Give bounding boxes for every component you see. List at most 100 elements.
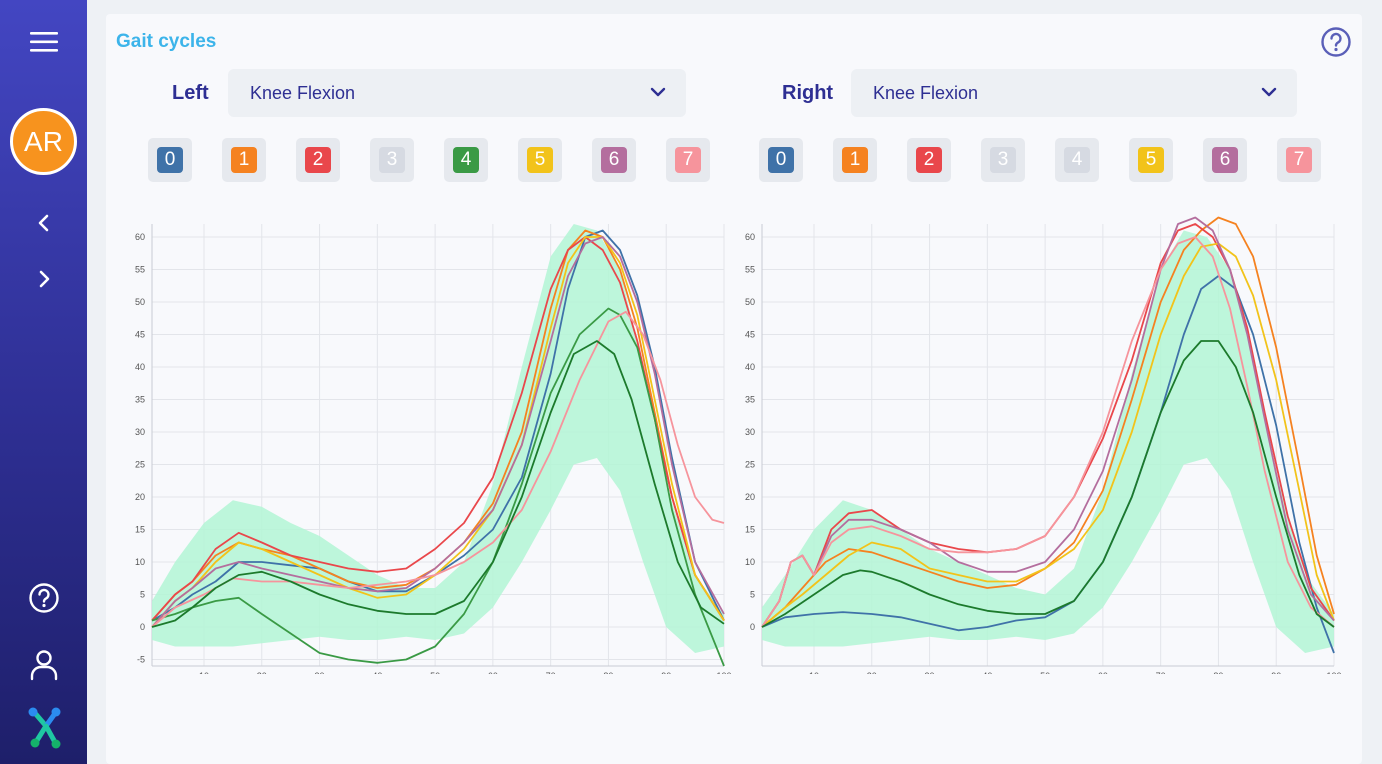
right-knee-flexion-chart: 10 20 30 40 50 60 70 80 90 100 0 5 10 15 20 25 30 35 40 45 5… bbox=[745, 216, 1342, 674]
y-tick-label: 20 bbox=[135, 492, 145, 502]
help-circle-icon[interactable] bbox=[0, 581, 87, 615]
left-cycle-button-5[interactable]: 5 bbox=[518, 138, 562, 182]
y-tick-label: 50 bbox=[745, 297, 755, 307]
cycle-label: 5 bbox=[527, 147, 553, 173]
cycle-label: 2 bbox=[305, 147, 331, 173]
y-tick-label: 40 bbox=[135, 362, 145, 372]
left-metric-value: Knee Flexion bbox=[250, 82, 356, 103]
right-side-label: Right bbox=[782, 82, 834, 104]
x-tick-label: 10 bbox=[809, 671, 819, 674]
right-cycle-button-3[interactable]: 3 bbox=[981, 138, 1025, 182]
x-tick-label: 40 bbox=[372, 671, 382, 674]
cycle-label: 4 bbox=[1064, 147, 1090, 173]
right-cycle-button-7[interactable]: 7 bbox=[1277, 138, 1321, 182]
y-tick-label: 25 bbox=[135, 460, 145, 470]
left-cycle-button-0[interactable]: 0 bbox=[148, 138, 192, 182]
left-cycle-button-7[interactable]: 7 bbox=[666, 138, 710, 182]
gait-cycles-panel: Gait cycles Left Knee Flexion Right Knee… bbox=[106, 14, 1362, 764]
right-cycle-button-2[interactable]: 2 bbox=[907, 138, 951, 182]
right-cycle-button-1[interactable]: 1 bbox=[833, 138, 877, 182]
y-tick-label: 45 bbox=[135, 330, 145, 340]
y-tick-label: 5 bbox=[750, 590, 755, 600]
y-tick-label: 55 bbox=[745, 265, 755, 275]
x-tick-label: 50 bbox=[430, 671, 440, 674]
x-tick-label: 40 bbox=[982, 671, 992, 674]
cycle-label: 1 bbox=[231, 147, 257, 173]
hamburger-menu-icon[interactable] bbox=[0, 26, 87, 58]
x-tick-label: 20 bbox=[867, 671, 877, 674]
series-line-1 bbox=[761, 216, 1335, 628]
series-line-4 bbox=[761, 216, 1335, 628]
cycle-label: 1 bbox=[842, 147, 868, 173]
y-tick-label: -5 bbox=[137, 655, 145, 665]
y-tick-label: 5 bbox=[140, 590, 145, 600]
left-knee-flexion-chart: 10 20 30 40 50 60 70 80 90 100 -5 0 5 10 15 20 25 30 35 40 4… bbox=[135, 224, 732, 674]
cycle-label: 7 bbox=[675, 147, 701, 173]
user-avatar[interactable]: AR bbox=[10, 108, 77, 175]
y-tick-label: 55 bbox=[135, 265, 145, 275]
x-tick-label: 30 bbox=[925, 671, 935, 674]
cycle-label: 6 bbox=[601, 147, 627, 173]
y-tick-label: 50 bbox=[135, 297, 145, 307]
y-tick-label: 10 bbox=[745, 557, 755, 567]
left-side-label: Left bbox=[172, 82, 209, 104]
right-cycle-button-6[interactable]: 6 bbox=[1203, 138, 1247, 182]
y-tick-label: 15 bbox=[135, 525, 145, 535]
x-tick-label: 100 bbox=[716, 671, 731, 674]
cycle-label: 4 bbox=[453, 147, 479, 173]
cycle-label: 0 bbox=[157, 147, 183, 173]
series-line-4 bbox=[151, 236, 725, 628]
y-tick-label: 60 bbox=[745, 232, 755, 242]
sidebar: AR bbox=[0, 0, 87, 764]
cycle-label: 7 bbox=[1286, 147, 1312, 173]
y-tick-label: 45 bbox=[745, 330, 755, 340]
left-cycle-button-4[interactable]: 4 bbox=[444, 138, 488, 182]
x-tick-label: 50 bbox=[1040, 671, 1050, 674]
user-icon[interactable] bbox=[0, 648, 87, 682]
x-tick-label: 100 bbox=[1326, 671, 1341, 674]
right-metric-select[interactable]: Knee Flexion bbox=[851, 69, 1297, 117]
x-tick-label: 70 bbox=[546, 671, 556, 674]
right-cycle-button-0[interactable]: 0 bbox=[759, 138, 803, 182]
avatar-initials: AR bbox=[24, 125, 63, 157]
x-tick-label: 80 bbox=[603, 671, 613, 674]
right-metric-value: Knee Flexion bbox=[873, 82, 979, 103]
cycle-label: 6 bbox=[1212, 147, 1238, 173]
y-tick-label: 10 bbox=[135, 557, 145, 567]
chevron-down-icon bbox=[650, 87, 666, 97]
help-circle-icon[interactable] bbox=[1320, 26, 1352, 63]
series-line-5 bbox=[151, 236, 725, 628]
chevron-left-icon[interactable] bbox=[0, 210, 87, 236]
right-cycle-button-4[interactable]: 4 bbox=[1055, 138, 1099, 182]
series-line-2 bbox=[151, 236, 725, 622]
x-tick-label: 90 bbox=[1271, 671, 1281, 674]
left-metric-select[interactable]: Knee Flexion bbox=[228, 69, 686, 117]
y-tick-label: 0 bbox=[140, 622, 145, 632]
x-tick-label: 70 bbox=[1156, 671, 1166, 674]
left-cycle-button-6[interactable]: 6 bbox=[592, 138, 636, 182]
y-tick-label: 20 bbox=[745, 492, 755, 502]
series-line-3 bbox=[761, 242, 1335, 628]
x-tick-label: 80 bbox=[1213, 671, 1223, 674]
series-line-6 bbox=[761, 340, 1335, 628]
chevron-down-icon bbox=[1261, 87, 1277, 97]
right-cycle-button-5[interactable]: 5 bbox=[1129, 138, 1173, 182]
cycle-label: 3 bbox=[379, 147, 405, 173]
cycle-label: 2 bbox=[916, 147, 942, 173]
x-tick-label: 60 bbox=[1098, 671, 1108, 674]
y-tick-label: 40 bbox=[745, 362, 755, 372]
x-tick-label: 20 bbox=[257, 671, 267, 674]
y-tick-label: 15 bbox=[745, 525, 755, 535]
series-line-6 bbox=[151, 310, 725, 628]
left-cycle-button-1[interactable]: 1 bbox=[222, 138, 266, 182]
app-logo-icon bbox=[0, 704, 87, 752]
left-cycle-button-3[interactable]: 3 bbox=[370, 138, 414, 182]
chevron-right-icon[interactable] bbox=[0, 266, 87, 292]
x-tick-label: 90 bbox=[661, 671, 671, 674]
left-cycle-button-2[interactable]: 2 bbox=[296, 138, 340, 182]
y-tick-label: 60 bbox=[135, 232, 145, 242]
y-tick-label: 35 bbox=[135, 395, 145, 405]
normal-range-band bbox=[762, 230, 1334, 653]
y-tick-label: 0 bbox=[750, 622, 755, 632]
series-line-3 bbox=[151, 307, 725, 667]
